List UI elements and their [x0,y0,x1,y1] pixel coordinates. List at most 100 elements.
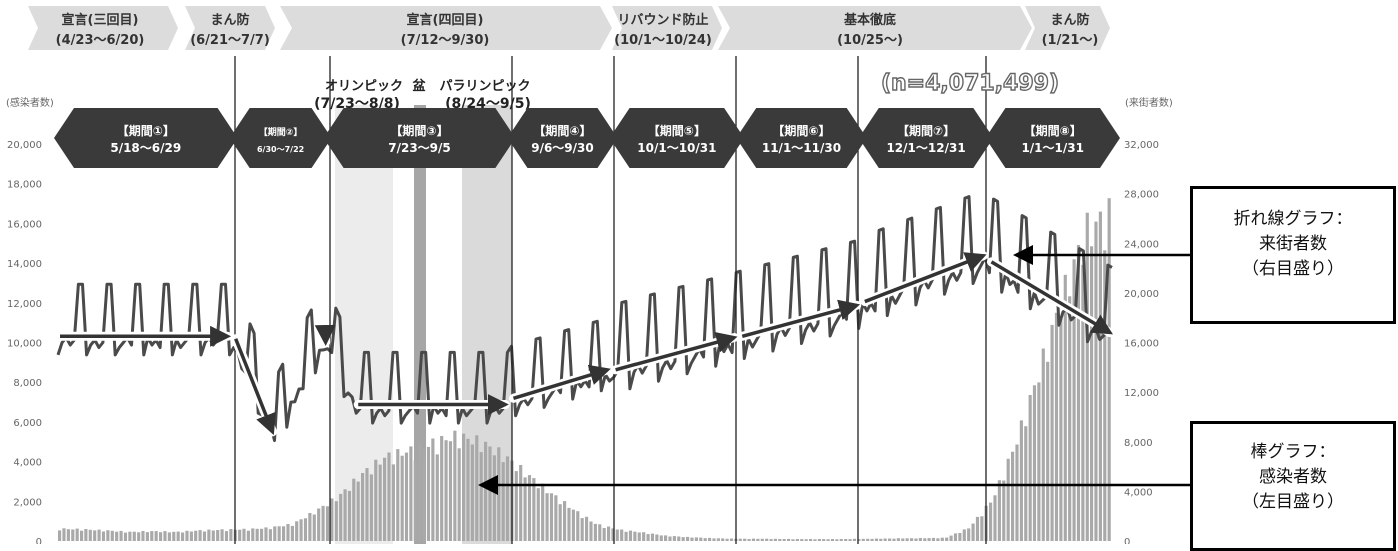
infection-bar [906,538,909,541]
bar-callout-subject: 感染者数 [1193,465,1393,490]
infection-bar [717,538,720,541]
phase-arrows: 【期間①】5/18〜6/29【期間②】6/30〜7/22【期間③】7/23〜9/… [54,108,1120,168]
left-tick-label: 0 [36,537,42,544]
infection-bar [387,453,390,542]
infection-bar [502,462,505,541]
infection-bar [242,529,245,541]
infection-bar [910,538,913,541]
left-tick-label: 8,000 [13,378,42,389]
infection-bar [251,528,254,541]
infection-bar [1002,481,1005,542]
infection-bar [207,530,210,541]
infection-bar [809,539,812,541]
infection-bar [1037,382,1040,541]
obon-label: 盆 [411,78,426,94]
infection-bar [739,539,742,541]
phase-name: 【期間⑧】 [1024,123,1082,138]
infection-bar [554,495,557,541]
infection-bar [1094,222,1097,541]
infection-bar [655,535,658,542]
infection-bar [743,539,746,541]
infection-bar [286,524,289,541]
infection-bar [137,532,140,541]
infection-bar [914,539,917,542]
policy-4-title: リバウンド防止 [617,12,708,28]
phase-arrow-shape [230,108,332,168]
left-tick-label: 18,000 [7,180,42,191]
infection-bar [93,530,96,541]
left-tick-label: 10,000 [7,339,42,350]
policy-5-dates: (10/25〜) [837,33,903,48]
infection-bar [796,539,799,541]
infection-bar [150,531,153,541]
infection-bar [256,529,259,541]
infection-bar [919,538,922,541]
infection-bar [177,532,180,541]
infection-bar [945,538,948,541]
paralympics-label: パラリンピック [439,79,530,94]
infection-bar [866,539,869,541]
infection-bar [897,538,900,541]
infection-bar [493,455,496,541]
infection-bar [185,531,188,541]
infection-bar [677,537,680,542]
line-callout-scale: （右目盛り） [1193,257,1393,282]
infection-bar [765,539,768,541]
infection-bar [563,501,566,541]
infection-bar [603,528,606,541]
infection-bar [427,447,430,541]
right-tick-label: 4,000 [1124,487,1153,498]
infection-bar [238,530,241,541]
infection-bar [752,539,755,541]
infection-bar [273,526,276,541]
policy-2-dates: (6/21〜7/7) [190,33,270,48]
infection-bar [128,532,131,541]
infection-bar [181,533,184,542]
left-tick-label: 4,000 [13,458,42,469]
infection-bar [748,539,751,541]
infection-bar [466,439,469,541]
infection-bar [199,530,202,541]
infection-bar [576,511,579,541]
infection-bar [462,434,465,541]
infection-bar [524,477,527,541]
trend-arrows [60,256,1110,432]
infection-bar [352,479,355,541]
bar-callout-scale: （左目盛り） [1193,490,1393,515]
infection-bar [418,443,421,541]
infection-bar [330,499,333,542]
infection-bar [414,461,417,541]
infection-bar [963,529,966,541]
infection-bar [998,480,1001,541]
visitors-line [58,197,1112,441]
bar-chart-callout: 棒グラフ： 感染者数 （左目盛り） [1190,421,1396,551]
phase-name: 【期間①】 [117,123,175,138]
infection-bar [585,517,588,541]
infection-bar [146,532,149,541]
infection-bar [1108,198,1111,541]
infection-bar [980,516,983,541]
infection-bar [822,539,825,541]
infection-bar [831,539,834,541]
phase-name: 【期間⑥】 [772,123,830,138]
infection-bar [260,529,263,541]
infection-bar [989,503,992,541]
line-callout-title: 折れ線グラフ： [1193,207,1393,232]
infection-bar [1059,319,1062,541]
infection-bar [598,524,601,541]
infection-bar [695,537,698,541]
infection-bar [594,524,597,541]
infection-bar [835,539,838,541]
infection-bar [651,534,654,541]
infection-bar [923,538,926,541]
infection-bar [453,431,456,541]
infection-bar [212,531,215,542]
phase-dates: 7/23〜9/5 [388,141,451,155]
phase-arrow-shape [859,108,994,168]
infection-bar [607,527,610,542]
policy-3-title: 宣言(四回目) [407,12,484,28]
infection-bar [813,539,816,541]
infection-bar [300,519,303,541]
infection-bar [221,529,224,541]
infection-bar [853,539,856,541]
